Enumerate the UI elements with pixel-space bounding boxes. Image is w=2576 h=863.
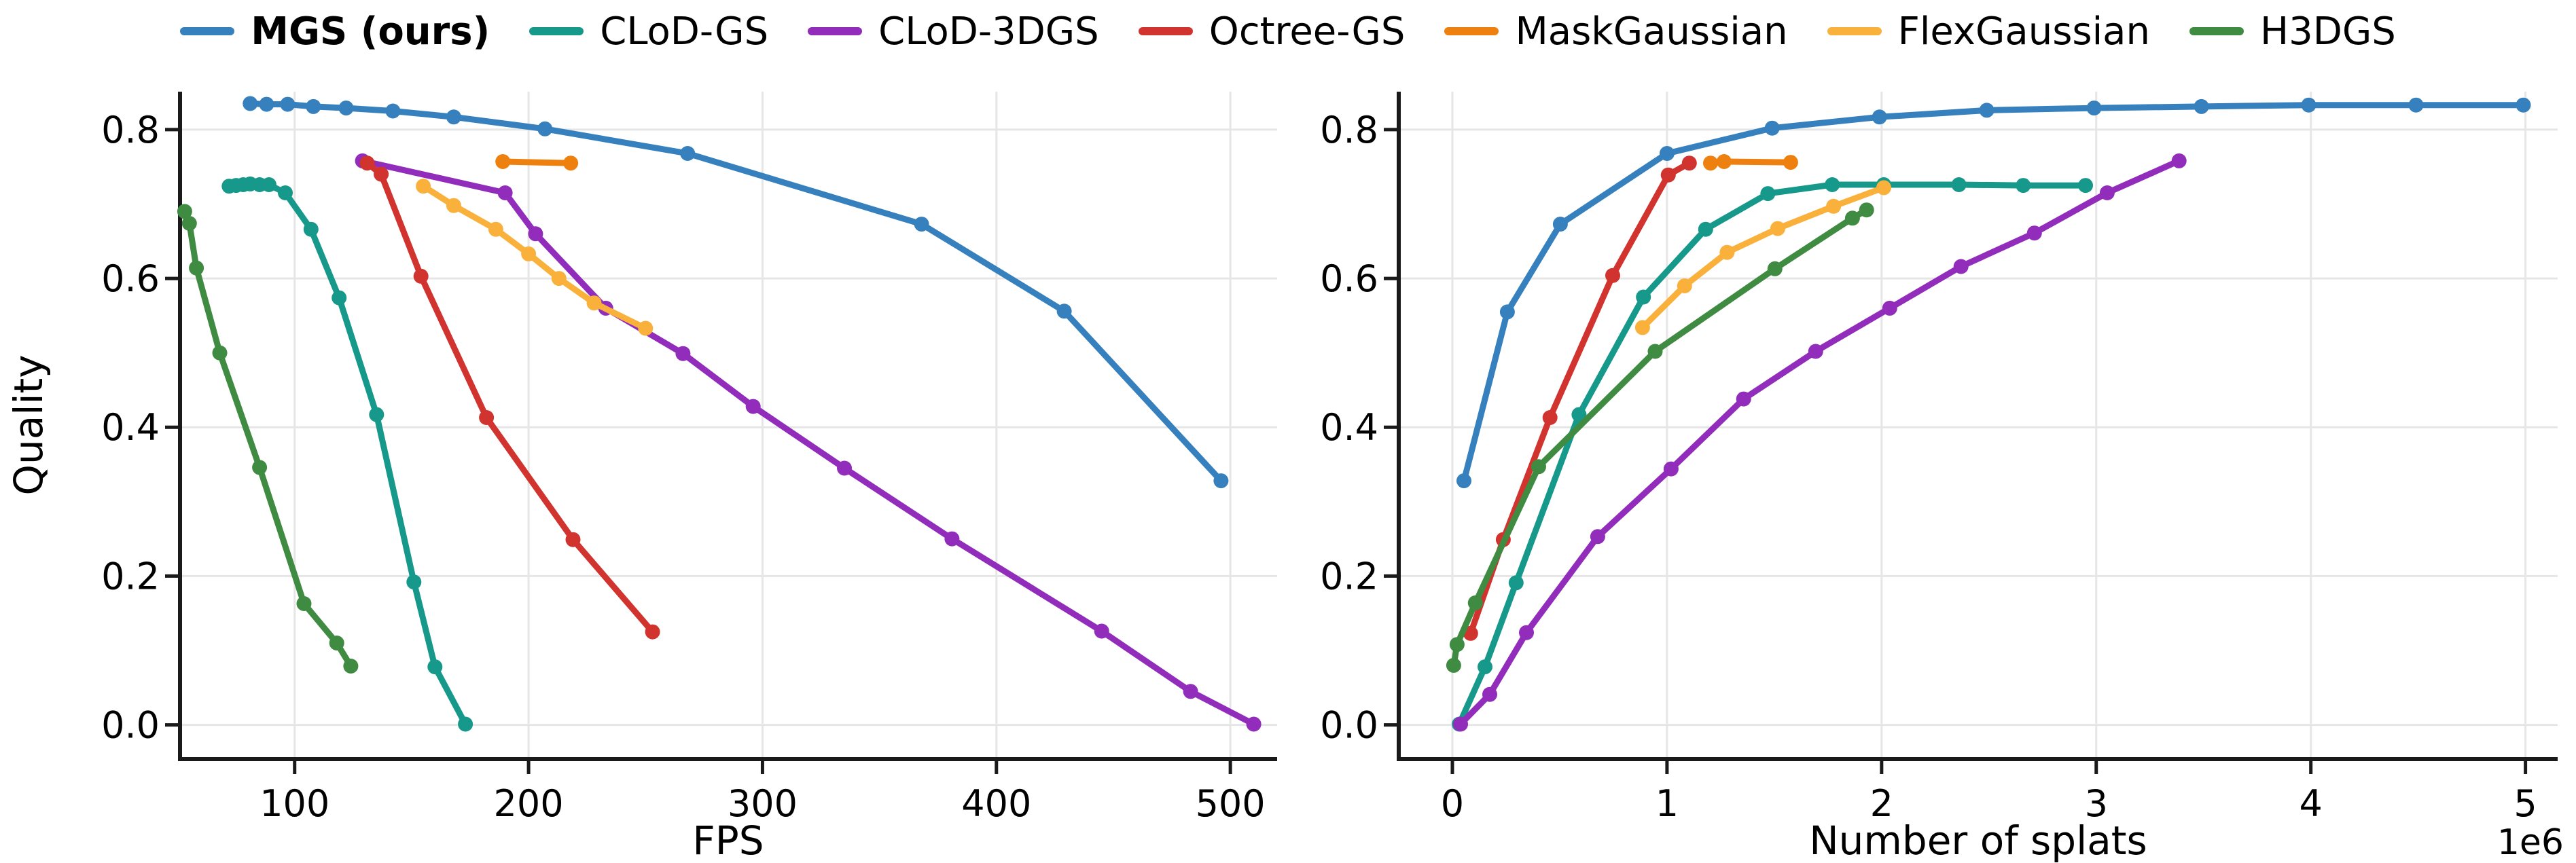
series-flexgaussian: [1634, 180, 1891, 335]
x-tick-label: 2: [1870, 782, 1893, 825]
right-xaxis-label: Number of splats: [1809, 818, 2147, 863]
legend-label: CLoD-3DGS: [878, 9, 1099, 54]
x-tick-label: 100: [260, 782, 329, 825]
y-tick-label: 0.2: [101, 555, 160, 598]
legend-swatch: [1444, 27, 1499, 35]
y-tick-label: 0.0: [101, 703, 160, 746]
series-clod-gs: [221, 176, 473, 732]
series-clod-3dgs: [1453, 153, 2187, 732]
y-tick-label: 0.8: [1320, 109, 1378, 151]
x-tick-label: 0: [1441, 782, 1464, 825]
legend-label: FlexGaussian: [1897, 9, 2150, 54]
series-clod-3dgs: [355, 153, 1262, 732]
quality-vs-fps-plot: 100 200 300 400 500 0.0 0.2 0.4 0.6 0.8: [101, 92, 1277, 825]
legend-swatch: [1827, 27, 1882, 35]
series-octree-gs: [359, 155, 660, 640]
legend-label: MaskGaussian: [1515, 9, 1788, 54]
legend-label: MGS (ours): [251, 9, 490, 54]
series-octree-gs: [1463, 155, 1697, 641]
legend-label: H3DGS: [2259, 9, 2396, 54]
x-tick-label: 5: [2514, 782, 2537, 825]
legend-label: CLoD-GS: [600, 9, 769, 54]
y-tick-label: 0.0: [1320, 703, 1378, 746]
legend-swatch: [529, 27, 584, 35]
series-flexgaussian: [416, 179, 654, 336]
x-tick-label: 500: [1196, 782, 1266, 825]
legend-item-clod-gs: CLoD-GS: [529, 10, 768, 54]
legend-swatch: [180, 27, 235, 35]
tick-marks-and-labels: 0 1 2 3 4 5 0.0 0.2 0.4 0.6 0.8: [1320, 109, 2537, 825]
right-xaxis-offset-label: 1e6: [2497, 822, 2564, 863]
series-h3dgs: [1446, 202, 1874, 673]
y-tick-label: 0.2: [1320, 555, 1378, 598]
legend-label: Octree-GS: [1209, 9, 1406, 54]
x-tick-label: 300: [728, 782, 798, 825]
x-tick-label: 3: [2085, 782, 2108, 825]
series-maskgaussian: [1703, 154, 1798, 171]
gridlines: [1399, 92, 2558, 759]
legend-item-octree-gs: Octree-GS: [1138, 9, 1406, 54]
left-xaxis-label: FPS: [692, 818, 764, 863]
series-clod-gs: [1452, 177, 2093, 732]
legend-item-mgs-ours-: MGS (ours): [180, 10, 490, 54]
series-mgs-ours-: [1456, 97, 2531, 489]
chart-legend: MGS (ours) CLoD-GS CLoD-3DGS Octree-GS MaskG…: [0, 0, 2576, 62]
y-tick-label: 0.8: [101, 109, 160, 151]
series-maskgaussian: [495, 154, 579, 171]
x-tick-label: 400: [961, 782, 1031, 825]
legend-swatch: [2189, 27, 2244, 35]
legend-item-h3dgs: H3DGS: [2189, 10, 2396, 54]
legend-item-maskgaussian: MaskGaussian: [1444, 9, 1788, 54]
series-h3dgs: [177, 204, 359, 674]
quality-vs-splats-plot: 0 1 2 3 4 5 0.0 0.2 0.4 0.6 0.8: [1320, 92, 2558, 825]
legend-item-flexgaussian: FlexGaussian: [1827, 10, 2150, 54]
y-tick-label: 0.6: [1320, 257, 1378, 300]
gridlines: [180, 92, 1277, 759]
left-yaxis-label: Quality: [5, 354, 52, 495]
y-tick-label: 0.4: [101, 406, 160, 449]
legend-swatch: [1138, 27, 1193, 35]
tick-marks-and-labels: 100 200 300 400 500 0.0 0.2 0.4 0.6 0.8: [101, 109, 1266, 825]
legend-swatch: [808, 27, 863, 35]
series-mgs-ours-: [243, 96, 1229, 489]
x-tick-label: 4: [2300, 782, 2323, 825]
legend-item-clod-3dgs: CLoD-3DGS: [808, 10, 1099, 54]
y-tick-label: 0.6: [101, 257, 160, 300]
y-tick-label: 0.4: [1320, 406, 1378, 449]
x-tick-label: 200: [494, 782, 564, 825]
x-tick-label: 1: [1656, 782, 1679, 825]
